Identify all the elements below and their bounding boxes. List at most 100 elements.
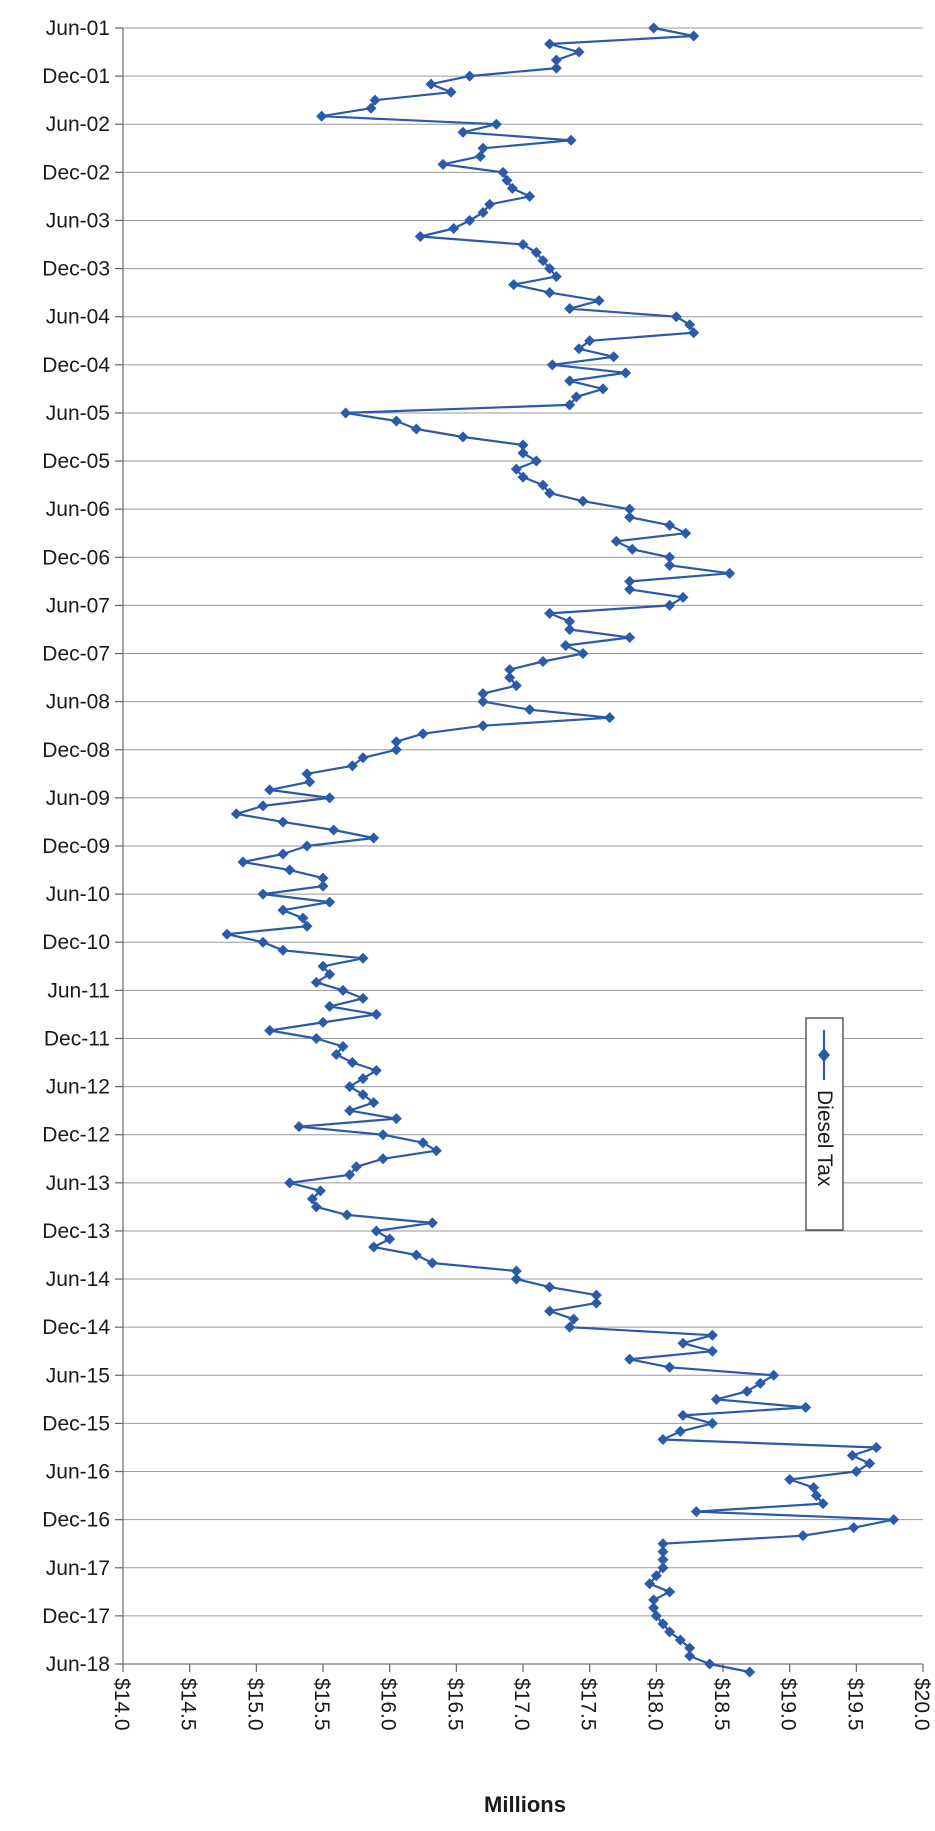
y-tick-label: Dec-05 xyxy=(42,450,110,473)
y-tick-label: Dec-12 xyxy=(42,1124,110,1147)
data-point-marker xyxy=(257,936,269,948)
data-point-marker xyxy=(664,559,676,571)
data-point-marker xyxy=(530,455,542,467)
y-tick-labels: Jun-01 Dec-01 Jun-02 Dec-02 Jun-03 Dec-03 Jun-… xyxy=(42,17,123,1676)
data-point-marker xyxy=(624,631,636,643)
data-point-marker xyxy=(370,1008,382,1020)
data-point-marker xyxy=(230,808,242,820)
data-point-marker xyxy=(544,1281,556,1293)
y-tick-label: Dec-09 xyxy=(42,835,110,858)
data-point-marker xyxy=(677,1337,689,1349)
diesel-tax-line xyxy=(225,26,895,1674)
data-point-marker xyxy=(610,535,622,547)
data-point-marker xyxy=(445,86,457,98)
data-point-marker xyxy=(510,1273,522,1285)
x-tick-label: $20.0 xyxy=(910,1678,933,1731)
legend-label: Diesel Tax xyxy=(813,1090,836,1187)
data-point-marker xyxy=(690,1506,702,1518)
data-point-marker xyxy=(346,1057,358,1069)
x-tick-label: $14.0 xyxy=(110,1678,133,1731)
y-tick-label: Jun-09 xyxy=(46,787,110,810)
y-tick-label: Jun-06 xyxy=(46,498,110,521)
x-tick-label: $18.5 xyxy=(710,1678,733,1731)
data-point-marker xyxy=(357,752,369,764)
data-point-marker xyxy=(546,359,558,371)
y-tick-label: Jun-05 xyxy=(46,402,110,425)
data-point-marker xyxy=(414,231,426,243)
data-point-marker xyxy=(357,992,369,1004)
data-point-marker xyxy=(410,1249,422,1261)
data-point-marker xyxy=(430,1145,442,1157)
data-point-marker xyxy=(754,1377,766,1389)
data-point-marker xyxy=(306,1193,318,1205)
data-point-marker xyxy=(577,495,589,507)
data-point-marker xyxy=(350,1161,362,1173)
data-point-marker xyxy=(324,896,336,908)
data-point-marker xyxy=(517,439,529,451)
data-point-marker xyxy=(297,912,309,924)
data-point-marker xyxy=(368,1097,380,1109)
data-point-marker xyxy=(544,263,556,275)
data-point-marker xyxy=(390,736,402,748)
data-point-marker xyxy=(425,78,437,90)
data-point-marker xyxy=(417,728,429,740)
data-point-marker xyxy=(704,1658,716,1670)
data-point-marker xyxy=(626,543,638,555)
data-point-marker xyxy=(370,1225,382,1237)
data-point-marker xyxy=(590,1289,602,1301)
data-point-marker xyxy=(657,1618,669,1630)
data-point-marker xyxy=(744,1666,756,1678)
y-tick-label: Dec-04 xyxy=(42,354,110,377)
data-point-marker xyxy=(590,1297,602,1309)
data-point-marker xyxy=(310,976,322,988)
y-tick-label: Dec-10 xyxy=(42,931,110,954)
data-point-marker xyxy=(384,1233,396,1245)
legend: Diesel Tax xyxy=(805,1017,844,1231)
y-tick-label: Dec-13 xyxy=(42,1220,110,1243)
data-point-marker xyxy=(564,1321,576,1333)
data-point-marker xyxy=(680,527,692,539)
data-point-marker xyxy=(377,1153,389,1165)
data-point-marker xyxy=(464,70,476,82)
data-point-marker xyxy=(544,38,556,50)
data-point-marker xyxy=(797,1530,809,1542)
x-tick-labels: $14.0 $14.5 $15.0 $15.5 $16.0 $16.5 $17.0 $17.5… xyxy=(110,1664,933,1731)
x-tick-label: $17.0 xyxy=(510,1678,533,1731)
x-tick-label: $19.5 xyxy=(843,1678,866,1731)
x-tick-label: $17.5 xyxy=(577,1678,600,1731)
data-point-marker xyxy=(310,1201,322,1213)
data-point-marker xyxy=(800,1401,812,1413)
data-point-marker xyxy=(477,688,489,700)
data-point-marker xyxy=(677,1409,689,1421)
data-point-marker xyxy=(810,1490,822,1502)
data-point-marker xyxy=(504,672,516,684)
data-point-marker xyxy=(706,1329,718,1341)
data-point-marker xyxy=(257,888,269,900)
data-point-marker xyxy=(664,1586,676,1598)
data-point-marker xyxy=(560,640,572,652)
data-point-marker xyxy=(508,279,520,291)
data-point-marker xyxy=(317,880,329,892)
y-tick-label: Jun-14 xyxy=(46,1268,111,1291)
x-tick-label: $18.0 xyxy=(643,1678,666,1731)
data-point-marker xyxy=(768,1369,780,1381)
data-point-marker xyxy=(310,1032,322,1044)
y-tick-label: Jun-17 xyxy=(46,1557,110,1580)
y-tick-label: Jun-16 xyxy=(46,1461,110,1484)
data-point-marker xyxy=(657,1546,669,1558)
data-point-marker xyxy=(497,166,509,178)
data-point-marker xyxy=(368,832,380,844)
data-point-marker xyxy=(664,1626,676,1638)
data-point-marker xyxy=(301,920,313,932)
data-point-marker xyxy=(340,407,352,419)
data-point-marker xyxy=(664,519,676,531)
y-tick-label: Jun-11 xyxy=(47,979,110,1002)
data-point-marker xyxy=(670,311,682,323)
y-tick-label: Dec-14 xyxy=(42,1316,110,1339)
data-point-marker xyxy=(510,680,522,692)
data-point-marker xyxy=(864,1458,876,1470)
data-point-marker xyxy=(564,615,576,627)
x-tick-label: $16.5 xyxy=(443,1678,466,1731)
data-point-marker xyxy=(477,206,489,218)
data-point-marker xyxy=(684,1642,696,1654)
